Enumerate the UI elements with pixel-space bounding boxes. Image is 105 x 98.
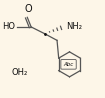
Text: O: O	[24, 5, 32, 15]
Text: NH₂: NH₂	[66, 22, 82, 31]
Text: Abc: Abc	[63, 62, 74, 67]
FancyBboxPatch shape	[61, 60, 76, 69]
Text: HO: HO	[2, 22, 15, 31]
Text: OH₂: OH₂	[12, 68, 28, 77]
